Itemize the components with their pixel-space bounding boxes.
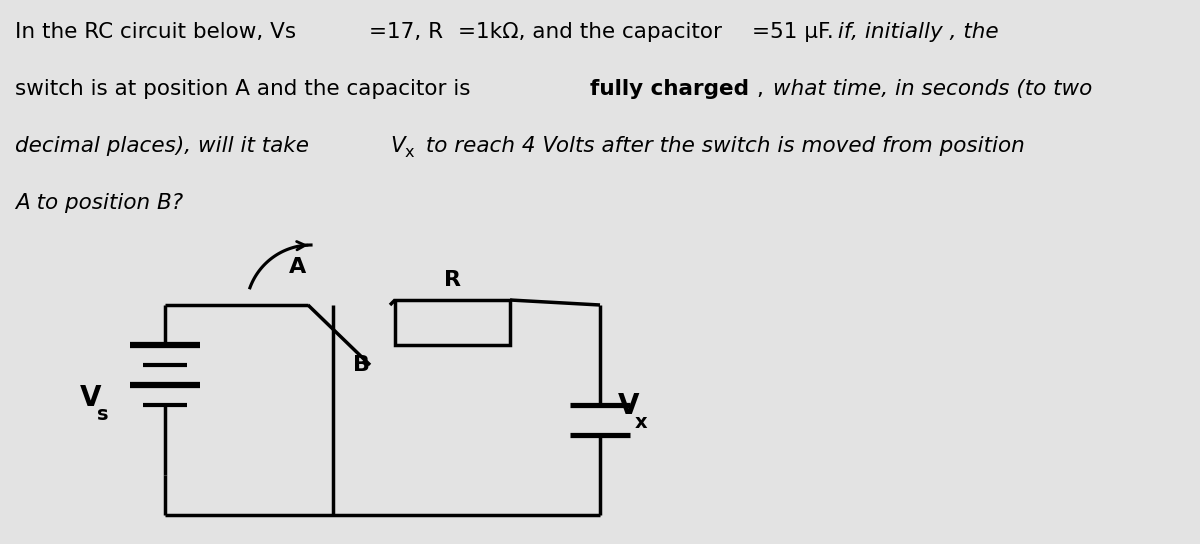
Text: In the RC circuit below, Vs: In the RC circuit below, Vs xyxy=(14,22,296,42)
Text: switch is at position A and the capacitor is: switch is at position A and the capacito… xyxy=(14,79,478,99)
Text: V: V xyxy=(390,136,404,156)
Text: ,: , xyxy=(757,79,770,99)
Text: =17, R: =17, R xyxy=(370,22,450,42)
Text: V: V xyxy=(618,392,640,420)
Text: decimal places), will it take: decimal places), will it take xyxy=(14,136,316,156)
Text: R: R xyxy=(444,270,461,290)
Text: V: V xyxy=(80,384,102,412)
Text: what time, in seconds (to two: what time, in seconds (to two xyxy=(773,79,1092,99)
Text: A to position B?: A to position B? xyxy=(14,193,184,213)
Text: =1kΩ, and the capacitor: =1kΩ, and the capacitor xyxy=(458,22,728,42)
Text: =51 μF.: =51 μF. xyxy=(752,22,834,42)
Text: A: A xyxy=(289,257,307,277)
Bar xyxy=(395,300,510,345)
Text: to reach 4 Volts after the switch is moved from position: to reach 4 Volts after the switch is mov… xyxy=(419,136,1025,156)
Text: x: x xyxy=(635,413,648,432)
Text: x: x xyxy=(406,145,414,160)
Text: B: B xyxy=(353,355,370,375)
Text: fully charged: fully charged xyxy=(590,79,749,99)
Text: s: s xyxy=(97,405,108,424)
Text: if, initially , the: if, initially , the xyxy=(830,22,998,42)
